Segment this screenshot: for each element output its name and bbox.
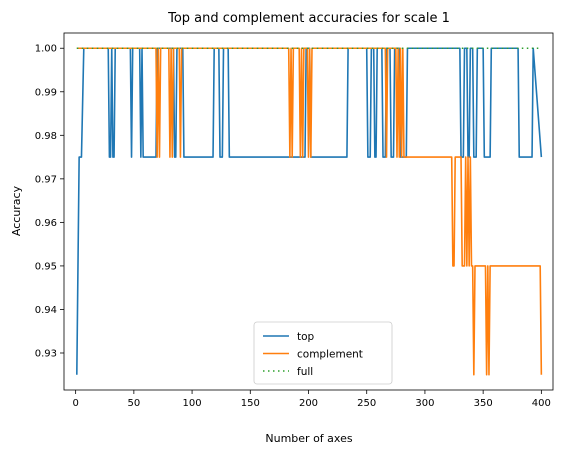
legend-label-full: full [297,366,313,378]
y-tick-label: 1.00 [35,44,57,55]
y-tick-label: 0.97 [35,174,57,185]
legend-box [253,321,393,385]
x-tick-label: 300 [415,398,434,409]
x-tick-label: 150 [241,398,260,409]
y-axis-label: Accuracy [10,185,23,236]
legend-label-top: top [297,331,315,343]
x-tick-label: 400 [532,398,551,409]
x-tick-label: 0 [72,398,78,409]
chart-title: Top and complement accuracies for scale … [167,11,450,26]
x-axis-label: Number of axes [265,432,352,445]
y-tick-label: 0.95 [35,261,57,272]
axes-frame [63,32,554,391]
x-tick-label: 100 [183,398,202,409]
series-layer [76,47,543,376]
y-axis-ticks: 0.93 0.94 0.95 0.96 0.97 0.98 0.99 1.00 [35,44,64,359]
x-tick-label: 350 [474,398,493,409]
y-tick-label: 0.99 [35,87,57,98]
legend-label-complement: complement [297,349,363,361]
y-tick-label: 0.98 [35,131,57,142]
y-tick-label: 0.94 [35,305,57,316]
x-axis-ticks: 0 50 100 150 200 250 300 350 400 [72,390,551,409]
y-tick-label: 0.96 [35,218,57,229]
x-tick-label: 50 [127,398,140,409]
x-tick-label: 250 [357,398,376,409]
legend: top complement full [253,321,393,385]
y-tick-label: 0.93 [35,348,57,359]
x-tick-label: 200 [299,398,318,409]
